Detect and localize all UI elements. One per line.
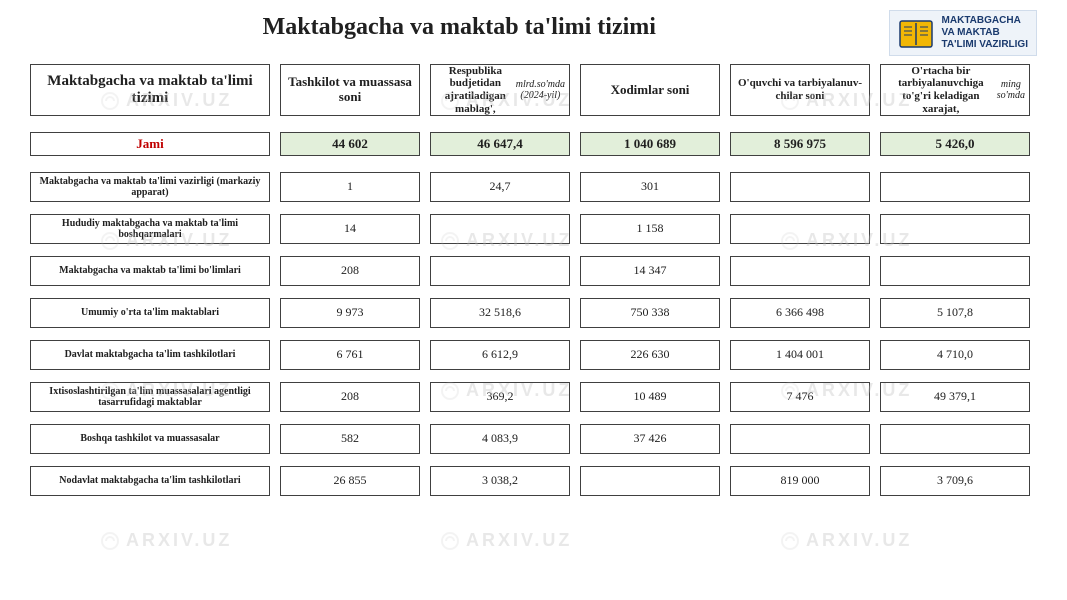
row-label: Davlat maktabgacha ta'lim tashkilotlari <box>30 340 270 370</box>
book-icon <box>898 15 934 51</box>
row-value: 750 338 <box>580 298 720 328</box>
row-value: 4 083,9 <box>430 424 570 454</box>
row-value: 9 973 <box>280 298 420 328</box>
col-header-1: Tashkilot va muassasa soni <box>280 64 420 116</box>
col-header-4: O'quvchi va tarbiyalanuv-chilar soni <box>730 64 870 116</box>
logo-text: MAKTABGACHA VA MAKTAB TA'LIMI VAZIRLIGI <box>942 15 1028 51</box>
watermark: ARXIV.UZ <box>440 530 572 551</box>
row-value: 24,7 <box>430 172 570 202</box>
row-value: 7 476 <box>730 382 870 412</box>
row-value <box>730 214 870 244</box>
row-value: 3 709,6 <box>880 466 1030 496</box>
table-row: Ixtisoslashtirilgan ta'lim muassasalari … <box>30 382 1037 412</box>
row-label: Maktabgacha va maktab ta'limi bo'limlari <box>30 256 270 286</box>
row-value: 3 038,2 <box>430 466 570 496</box>
row-label: Ixtisoslashtirilgan ta'lim muassasalari … <box>30 382 270 412</box>
watermark: ARXIV.UZ <box>100 530 232 551</box>
row-value: 1 158 <box>580 214 720 244</box>
header-row: Maktabgacha va maktab ta'limi tizimi Tas… <box>30 64 1037 116</box>
row-value: 208 <box>280 256 420 286</box>
row-value: 208 <box>280 382 420 412</box>
row-value <box>880 214 1030 244</box>
row-value: 32 518,6 <box>430 298 570 328</box>
row-label: Maktabgacha va maktab ta'limi vazirligi … <box>30 172 270 202</box>
row-value: 1 404 001 <box>730 340 870 370</box>
table-row: Maktabgacha va maktab ta'limi vazirligi … <box>30 172 1037 202</box>
row-value: 1 <box>280 172 420 202</box>
ministry-logo: MAKTABGACHA VA MAKTAB TA'LIMI VAZIRLIGI <box>889 10 1037 56</box>
row-label: Umumiy o'rta ta'lim maktablari <box>30 298 270 328</box>
col-header-2: Respublika budjetidan ajratiladigan mabl… <box>430 64 570 116</box>
row-value <box>430 256 570 286</box>
col-header-3: Xodimlar soni <box>580 64 720 116</box>
table-row: Maktabgacha va maktab ta'limi bo'limlari… <box>30 256 1037 286</box>
row-value <box>730 172 870 202</box>
row-value: 26 855 <box>280 466 420 496</box>
jami-val-1: 44 602 <box>280 132 420 156</box>
header: Maktabgacha va maktab ta'limi tizimi MAK… <box>0 0 1067 64</box>
row-value <box>730 256 870 286</box>
row-value: 6 612,9 <box>430 340 570 370</box>
row-value: 14 <box>280 214 420 244</box>
col-header-0: Maktabgacha va maktab ta'limi tizimi <box>30 64 270 116</box>
row-value <box>880 172 1030 202</box>
row-value: 49 379,1 <box>880 382 1030 412</box>
page-title: Maktabgacha va maktab ta'limi tizimi <box>30 10 889 41</box>
jami-val-4: 8 596 975 <box>730 132 870 156</box>
table-row: Umumiy o'rta ta'lim maktablari 9 973 32 51… <box>30 298 1037 328</box>
jami-val-3: 1 040 689 <box>580 132 720 156</box>
row-value: 10 489 <box>580 382 720 412</box>
row-value: 4 710,0 <box>880 340 1030 370</box>
data-rows: Maktabgacha va maktab ta'limi vazirligi … <box>30 172 1037 508</box>
row-value <box>880 424 1030 454</box>
row-value: 369,2 <box>430 382 570 412</box>
row-value: 226 630 <box>580 340 720 370</box>
col-header-5: O'rtacha bir tarbiyalanuvchiga to'g'ri k… <box>880 64 1030 116</box>
jami-val-2: 46 647,4 <box>430 132 570 156</box>
table-row: Boshqa tashkilot va muassasalar 582 4 083,… <box>30 424 1037 454</box>
row-label: Hududiy maktabgacha va maktab ta'limi bo… <box>30 214 270 244</box>
row-value <box>880 256 1030 286</box>
row-value: 819 000 <box>730 466 870 496</box>
row-value: 14 347 <box>580 256 720 286</box>
row-value: 301 <box>580 172 720 202</box>
row-value <box>580 466 720 496</box>
row-label: Nodavlat maktabgacha ta'lim tashkilotlar… <box>30 466 270 496</box>
jami-val-5: 5 426,0 <box>880 132 1030 156</box>
row-value: 5 107,8 <box>880 298 1030 328</box>
table-row: Hududiy maktabgacha va maktab ta'limi bo… <box>30 214 1037 244</box>
row-value: 6 366 498 <box>730 298 870 328</box>
row-value <box>430 214 570 244</box>
row-value: 6 761 <box>280 340 420 370</box>
row-value: 582 <box>280 424 420 454</box>
row-label: Boshqa tashkilot va muassasalar <box>30 424 270 454</box>
table-row: Nodavlat maktabgacha ta'lim tashkilotlar… <box>30 466 1037 496</box>
watermark: ARXIV.UZ <box>780 530 912 551</box>
table-row: Davlat maktabgacha ta'lim tashkilotlari 6… <box>30 340 1037 370</box>
row-value <box>730 424 870 454</box>
data-grid: Maktabgacha va maktab ta'limi tizimi Tas… <box>0 64 1067 508</box>
jami-label: Jami <box>30 132 270 156</box>
row-value: 37 426 <box>580 424 720 454</box>
total-row: Jami 44 602 46 647,4 1 040 689 8 596 975… <box>30 132 1037 156</box>
